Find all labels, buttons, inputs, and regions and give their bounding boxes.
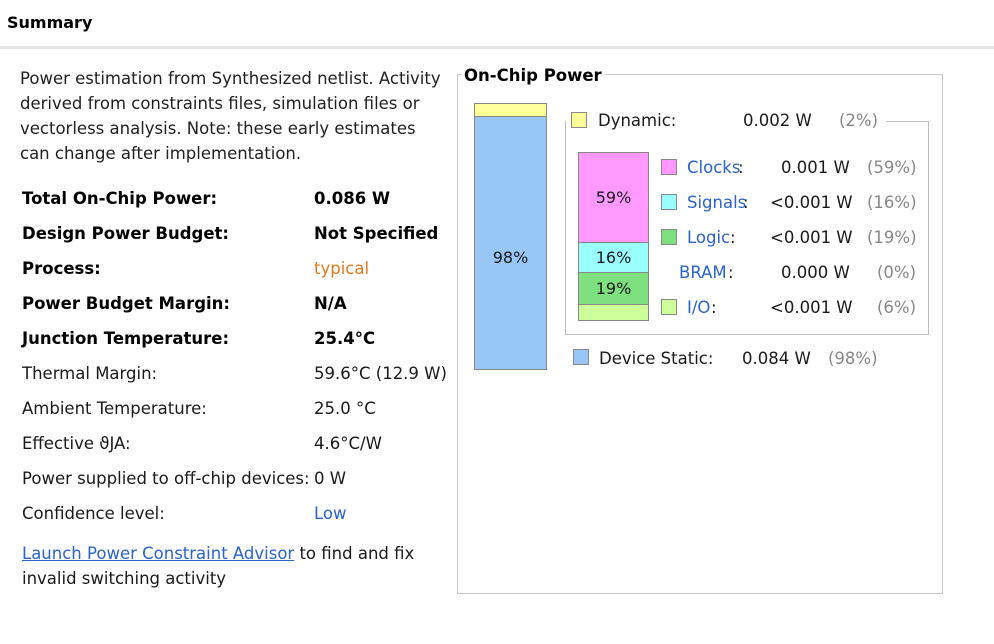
clocks-swatch [661,159,677,175]
summary-row-off-chip-power: Power supplied to off-chip devices: 0 W [22,469,452,493]
logic-swatch [661,229,677,245]
io-swatch [661,299,677,315]
logic-link[interactable]: Logic [687,228,731,247]
device-static-pct: (98%) [828,349,878,368]
bram-value: 0.000 W [781,263,850,282]
on-chip-power-panel [457,74,943,594]
signals-swatch [661,194,677,210]
advisor-suffix: to find and fix invalid switching activi… [22,544,415,588]
clocks-pct: (59%) [867,158,917,177]
dynamic-swatch [571,112,587,128]
row-value: 0.086 W [314,189,391,208]
row-label: Total On-Chip Power: [22,189,218,208]
logic-value: <0.001 W [770,228,853,247]
io-bar-segment [579,305,648,320]
logic-colon: : [730,228,736,247]
device-static-swatch [573,349,589,365]
page-title: Summary [7,13,93,32]
io-colon: : [711,298,717,317]
row-label: Thermal Margin: [22,364,158,383]
signals-pct: (16%) [867,193,917,212]
row-value: 4.6°C/W [314,434,382,453]
io-value: <0.001 W [770,298,853,317]
clocks-value: 0.001 W [781,158,850,177]
dynamic-bar-segment [475,104,546,117]
static-bar-segment: 98% [475,117,546,369]
row-label: Ambient Temperature: [22,399,207,418]
dynamic-pct: (2%) [839,111,879,130]
row-value: Not Specified [314,224,439,243]
summary-row-ambient-temp: Ambient Temperature: 25.0 °C [22,399,452,423]
dynamic-value: 0.002 W [743,111,812,130]
logic-bar-segment: 19% [579,273,648,305]
dynamic-label: Dynamic: [598,111,677,130]
row-label: Power Budget Margin: [22,294,231,313]
row-value: 59.6°C (12.9 W) [314,364,447,383]
summary-row-total-power: Total On-Chip Power: 0.086 W [22,189,452,213]
signals-bar-segment: 16% [579,243,648,273]
logic-bar-label: 19% [595,279,632,298]
signals-colon: : [743,193,749,212]
row-value: 25.4°C [314,329,376,348]
static-bar-label: 98% [492,248,529,267]
row-value: 0 W [314,469,347,488]
process-value-link[interactable]: typical [314,259,370,278]
clocks-colon: : [738,158,744,177]
on-chip-power-title: On-Chip Power [461,66,605,85]
signals-link[interactable]: Signals [687,193,747,212]
summary-row-process: Process: typical [22,259,452,283]
io-pct: (6%) [877,298,917,317]
bram-pct: (0%) [877,263,917,282]
launch-power-constraint-advisor-link[interactable]: Launch Power Constraint Advisor [22,544,295,563]
signals-bar-label: 16% [595,248,632,267]
row-label: Process: [22,259,101,278]
summary-row-budget-margin: Power Budget Margin: N/A [22,294,452,318]
confidence-level-link[interactable]: Low [314,504,347,523]
row-label: Effective ϑJA: [22,434,131,453]
summary-row-power-budget: Design Power Budget: Not Specified [22,224,452,248]
logic-pct: (19%) [867,228,917,247]
summary-row-junction-temp: Junction Temperature: 25.4°C [22,329,452,353]
summary-row-thermal-margin: Thermal Margin: 59.6°C (12.9 W) [22,364,452,388]
summary-row-confidence: Confidence level: Low [22,504,452,528]
summary-header: Summary [0,0,994,49]
io-link[interactable]: I/O [687,298,711,317]
device-static-label: Device Static: [599,349,714,368]
row-value: N/A [314,294,347,313]
row-value: 25.0 °C [314,399,376,418]
bram-link[interactable]: BRAM [679,263,727,282]
row-label: Design Power Budget: [22,224,230,243]
device-static-value: 0.084 W [742,349,811,368]
advisor-text: Launch Power Constraint Advisor to find … [22,541,452,591]
summary-row-effective-theta-ja: Effective ϑJA: 4.6°C/W [22,434,452,458]
bracket-mask [566,110,886,128]
clocks-link[interactable]: Clocks [687,158,741,177]
power-description: Power estimation from Synthesized netlis… [20,69,441,163]
dynamic-breakdown-bar: 59% 16% 19% [578,152,649,321]
total-power-bar: 98% [474,103,547,370]
clocks-bar-segment: 59% [579,153,648,243]
bram-colon: : [728,263,734,282]
row-label: Confidence level: [22,504,165,523]
signals-value: <0.001 W [770,193,853,212]
row-label: Power supplied to off-chip devices: [22,469,310,488]
clocks-bar-label: 59% [595,188,632,207]
row-label: Junction Temperature: [22,329,230,348]
